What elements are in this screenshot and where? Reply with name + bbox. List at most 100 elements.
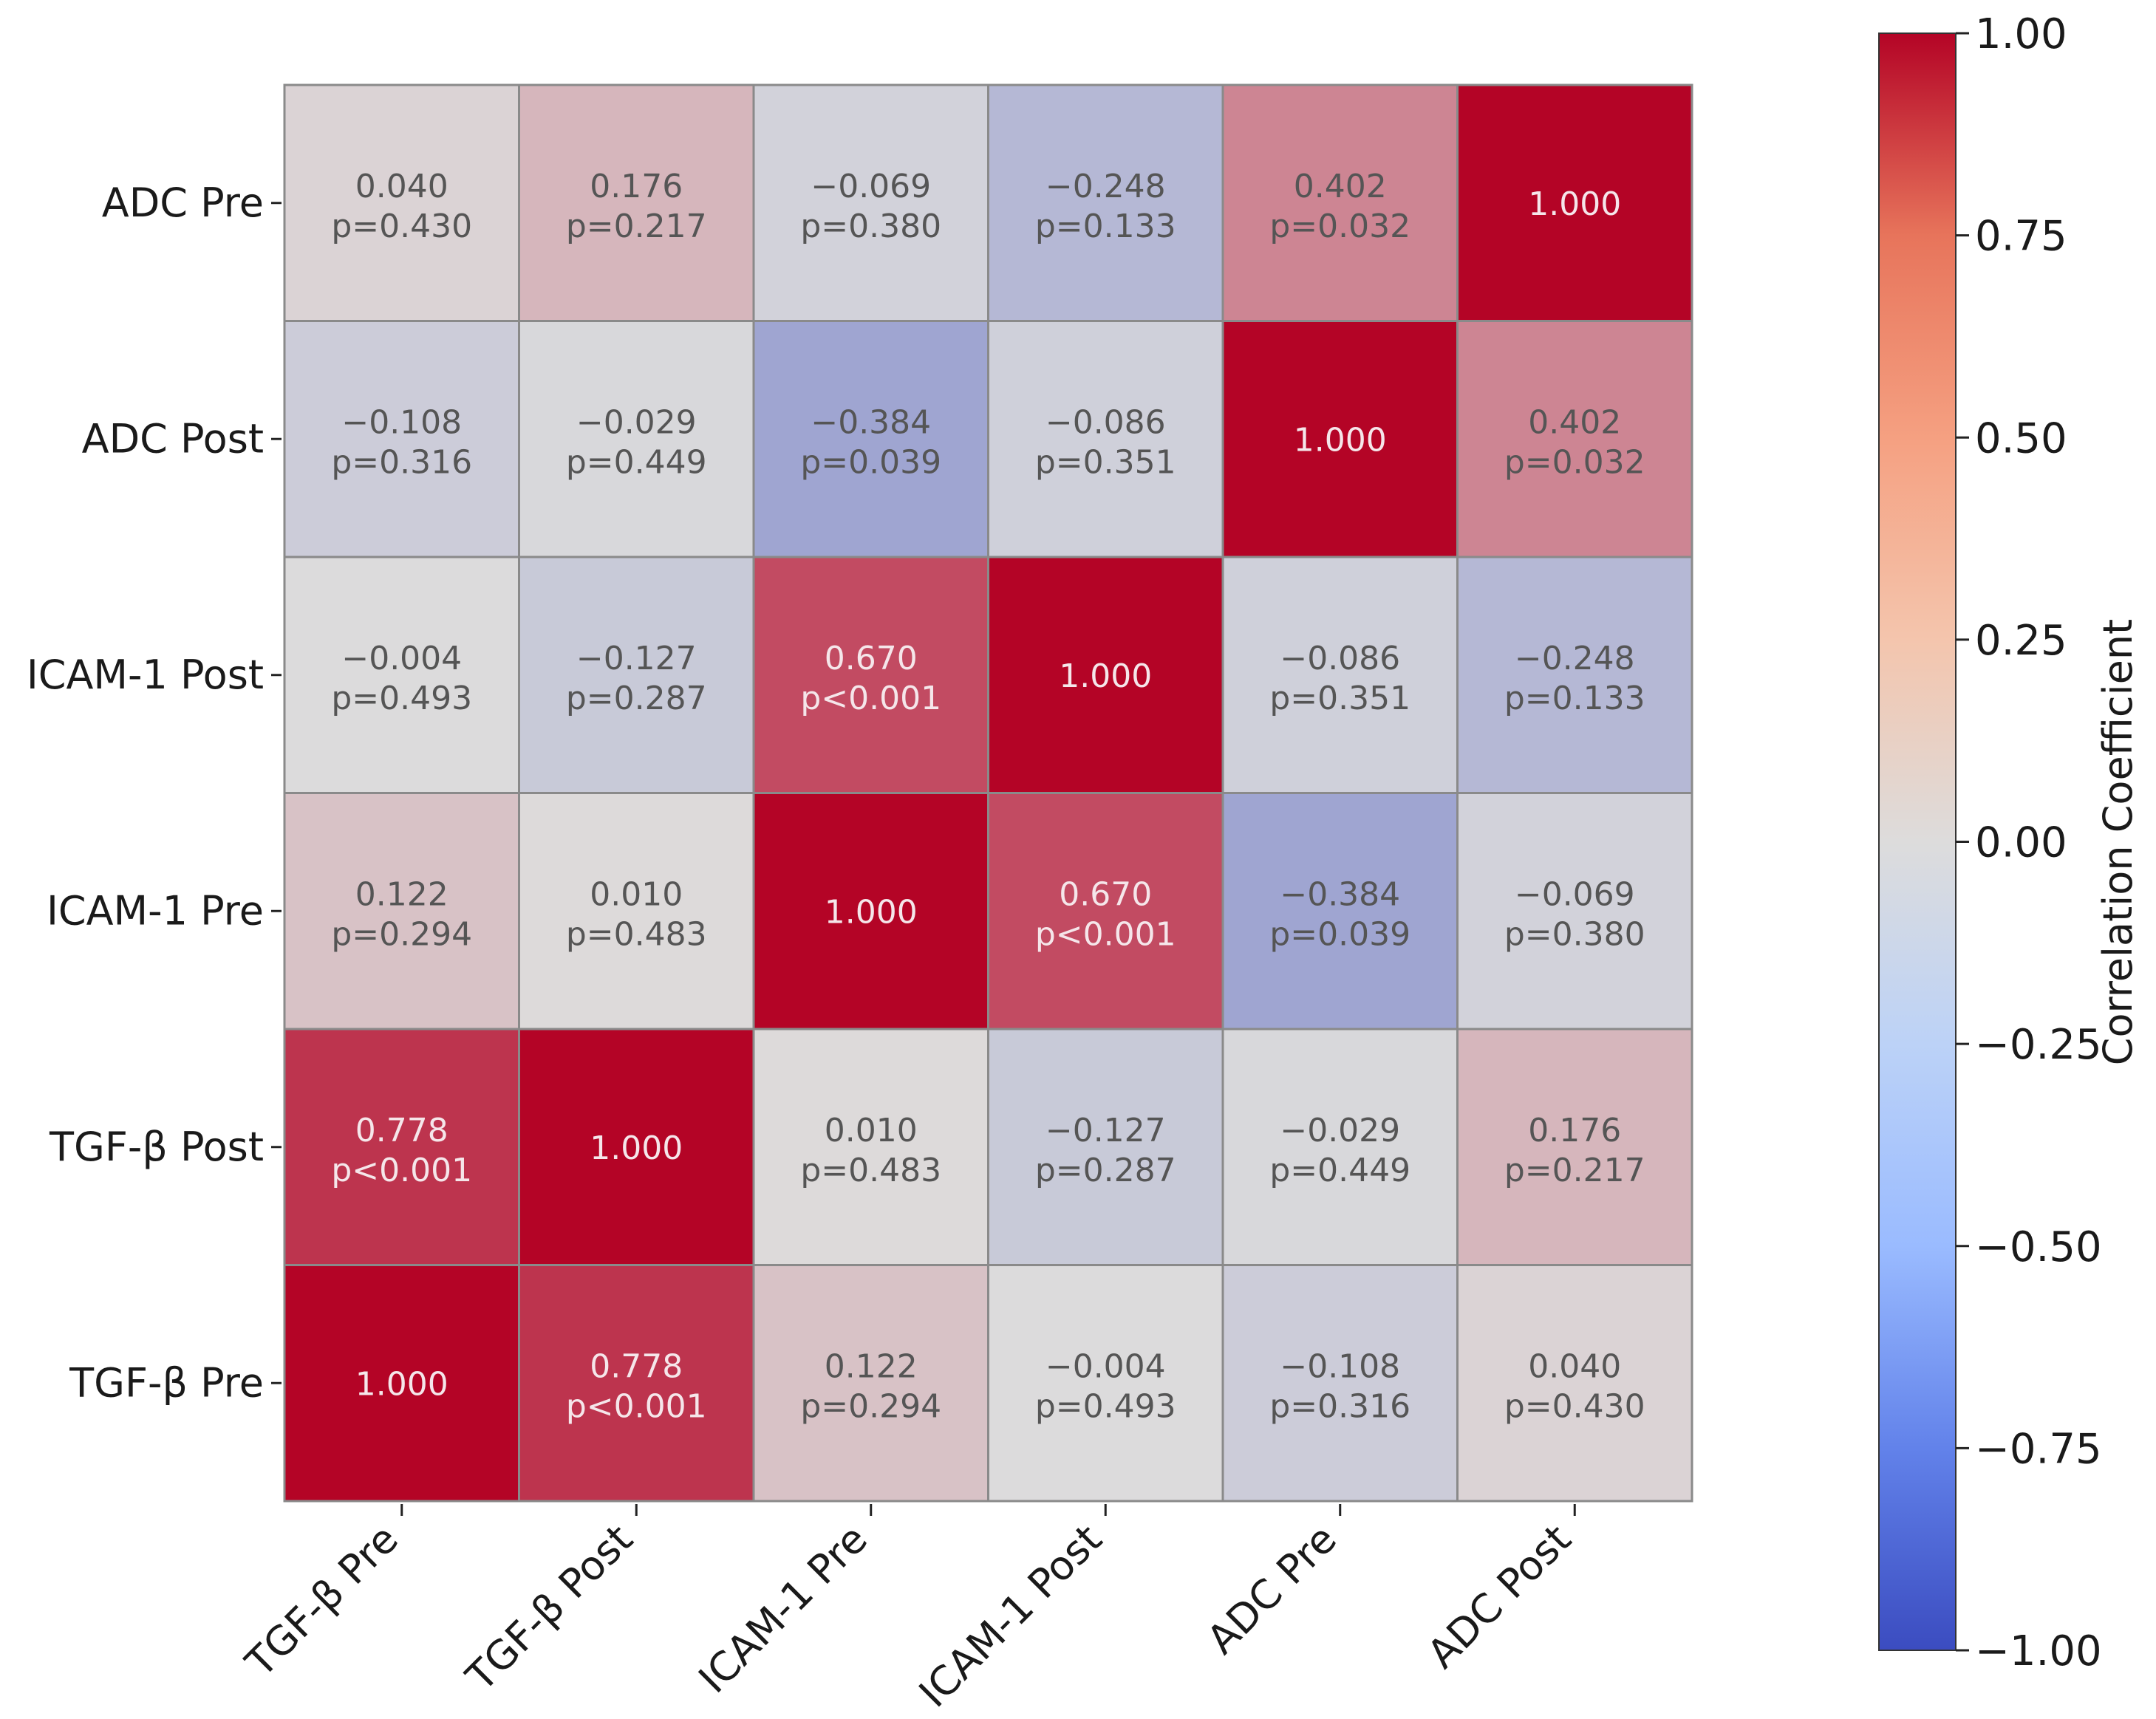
cell-p-label: p=0.430	[331, 208, 472, 245]
cell-value-label: 0.402	[1294, 168, 1387, 205]
cell-value-label: 0.402	[1528, 403, 1621, 441]
y-tick-label: ADC Pre	[102, 180, 264, 226]
cell-value-label: −0.029	[576, 403, 697, 441]
heatmap-cell	[1221, 556, 1459, 794]
cell-value-label: 0.122	[825, 1347, 918, 1385]
cell-p-label: p=0.380	[800, 208, 941, 245]
cell-value-label: −0.127	[1045, 1112, 1166, 1149]
colorbar-tick-label: 0.75	[1975, 213, 2067, 261]
cell-p-label: p=0.483	[566, 915, 707, 953]
x-tick-label: ADC Post	[1419, 1516, 1580, 1678]
x-tick-label: TGF-β Pre	[236, 1516, 407, 1686]
cell-p-label: p=0.133	[1504, 680, 1645, 717]
cell-p-label: p<0.001	[566, 1387, 707, 1425]
heatmap-cells: 0.040p=0.4300.176p=0.217−0.069p=0.380−0.…	[283, 83, 1693, 1503]
cell-value-label: 1.000	[590, 1130, 683, 1167]
cell-value-label: 1.000	[825, 893, 918, 931]
cell-value-label: 0.176	[590, 168, 683, 205]
cell-value-label: 1.000	[1059, 657, 1152, 695]
cell-value-label: 0.670	[1059, 875, 1152, 913]
cell-value-label: −0.248	[1045, 168, 1166, 205]
cell-value-label: −0.108	[341, 403, 462, 441]
x-tick-label: ICAM-1 Post	[910, 1516, 1111, 1717]
cell-p-label: p=0.287	[1035, 1152, 1176, 1189]
heatmap-cell	[518, 792, 755, 1031]
cell-value-label: 1.000	[1528, 185, 1621, 223]
heatmap-cell	[518, 83, 755, 322]
heatmap-cell	[752, 1028, 989, 1266]
cell-value-label: 1.000	[1294, 421, 1387, 459]
heatmap-cell	[1456, 556, 1693, 794]
cell-value-label: −0.248	[1515, 640, 1635, 677]
colorbar-tick-label: −0.75	[1975, 1425, 2102, 1473]
cell-value-label: −0.086	[1280, 640, 1400, 677]
cell-p-label: p<0.001	[800, 680, 941, 717]
heatmap-cell	[987, 83, 1224, 322]
colorbar-title: Correlation Coefficient	[2095, 619, 2141, 1065]
colorbar-tick-label: −0.50	[1975, 1223, 2102, 1271]
y-tick-label: ADC Post	[82, 415, 264, 462]
cell-p-label: p<0.001	[1035, 915, 1176, 953]
cell-value-label: 0.670	[825, 640, 918, 677]
colorbar-ticks: 1.00 0.75 0.50 0.25 0.00 −0.25 −0.50 −0.75 −1.00	[1956, 10, 2102, 1675]
x-tick-label: ICAM-1 Pre	[689, 1516, 876, 1702]
cell-p-label: p=0.032	[1269, 208, 1410, 245]
cell-value-label: −0.004	[341, 640, 462, 677]
cell-p-label: p=0.351	[1035, 443, 1176, 481]
y-tick-label: TGF-β Post	[49, 1124, 264, 1170]
cell-value-label: 0.176	[1528, 1112, 1621, 1149]
heatmap-cell	[283, 1028, 520, 1266]
cell-p-label: p=0.493	[1035, 1387, 1176, 1425]
colorbar-tick-label: 0.25	[1975, 617, 2067, 665]
cell-value-label: 0.778	[590, 1347, 683, 1385]
heatmap-cell	[1221, 1028, 1459, 1266]
x-tick-label: ADC Pre	[1198, 1516, 1345, 1664]
cell-p-label: p=0.294	[800, 1387, 941, 1425]
cell-p-label: p=0.430	[1504, 1387, 1645, 1425]
cell-p-label: p=0.449	[1269, 1152, 1410, 1189]
cell-value-label: 1.000	[355, 1365, 448, 1403]
heatmap-cell	[283, 792, 520, 1031]
heatmap-cell	[987, 556, 1224, 794]
heatmap-cell	[752, 556, 989, 794]
cell-value-label: −0.004	[1045, 1347, 1166, 1385]
cell-value-label: −0.384	[811, 403, 931, 441]
y-tick-label: ICAM-1 Post	[27, 652, 264, 698]
cell-value-label: 0.010	[590, 875, 683, 913]
cell-value-label: −0.086	[1045, 403, 1166, 441]
heatmap-cell	[283, 1264, 520, 1503]
heatmap-cell	[752, 792, 989, 1031]
cell-p-label: p=0.039	[1269, 915, 1410, 953]
heatmap-cell	[518, 320, 755, 558]
heatmap-cell	[283, 556, 520, 794]
heatmap-cell	[1221, 83, 1459, 322]
cell-p-label: p=0.032	[1504, 443, 1645, 481]
heatmap-cell	[518, 556, 755, 794]
cell-value-label: 0.778	[355, 1112, 448, 1149]
heatmap-cell	[283, 83, 520, 322]
cell-value-label: −0.069	[1515, 875, 1635, 913]
cell-p-label: p=0.483	[800, 1152, 941, 1189]
heatmap-cell	[1221, 1264, 1459, 1503]
colorbar-tick-label: 0.00	[1975, 819, 2067, 867]
colorbar-tick-label: 1.00	[1975, 10, 2067, 58]
cell-p-label: p=0.217	[566, 208, 707, 245]
cell-p-label: p=0.294	[331, 915, 472, 953]
heatmap-cell	[987, 1028, 1224, 1266]
colorbar-tick-label: −1.00	[1975, 1627, 2102, 1675]
y-tick-label: ICAM-1 Pre	[47, 887, 264, 934]
x-axis-labels: TGF-β Pre TGF-β Post ICAM-1 Pre ICAM-1 Post…	[236, 1504, 1580, 1716]
cell-value-label: −0.029	[1280, 1112, 1400, 1149]
cell-value-label: −0.127	[576, 640, 697, 677]
cell-p-label: p=0.316	[331, 443, 472, 481]
cell-value-label: 0.010	[825, 1112, 918, 1149]
heatmap-cell	[987, 792, 1224, 1031]
x-tick-label: TGF-β Post	[457, 1516, 641, 1701]
cell-value-label: −0.384	[1280, 875, 1400, 913]
cell-p-label: p=0.287	[566, 680, 707, 717]
cell-p-label: p=0.316	[1269, 1387, 1410, 1425]
cell-p-label: p=0.449	[566, 443, 707, 481]
heatmap-frame	[283, 83, 1693, 1503]
y-axis-labels: ADC Pre ADC Post ICAM-1 Post ICAM-1 Pre TGF-…	[27, 180, 282, 1406]
cell-p-label: p<0.001	[331, 1152, 472, 1189]
